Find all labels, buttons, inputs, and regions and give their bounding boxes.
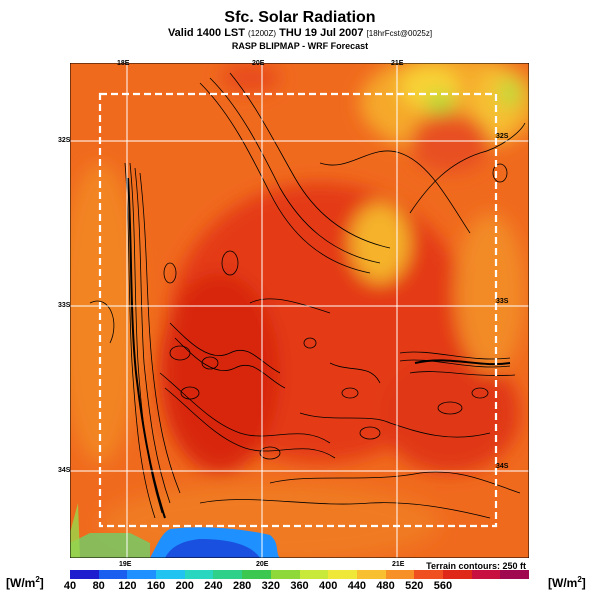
colorbar-swatch [156,570,185,579]
lon-label-top-3: 21E [391,60,404,67]
lon-label-bottom-2: 20E [256,561,269,568]
units-right: [W/m2] [548,575,586,590]
forecast-code: [18hrFcst@0025z] [366,29,433,38]
lon-label-bottom-3: 21E [392,561,405,568]
domain-boundary [98,92,498,528]
colorbar-swatch [98,570,128,579]
colorbar-swatch [471,570,501,579]
source-label: RASP BLIPMAP - WRF Forecast [231,41,369,51]
colorbar-swatch [299,570,329,579]
colorbar-tick-label: 320 [261,580,280,592]
lat-label-right-2: 33S [496,298,509,305]
ridge-lines [127,177,511,519]
units-left: [W/m2] [6,575,44,590]
solar-radiation-map [70,63,529,558]
valid-time: Valid 1400 LST [167,27,245,39]
colorbar-tick-label: 520 [405,580,424,592]
colorbar-tick-label: 560 [433,580,453,592]
map-subtitle: Valid 1400 LST (1200Z) THU 19 Jul 2007 [… [0,27,600,39]
colorbar-swatch [270,570,300,579]
map-title: Sfc. Solar Radiation [224,9,376,26]
colorbar-tick-label: 120 [118,580,137,592]
lat-label-left-3: 34S [58,467,71,474]
radiation-field [70,63,529,558]
colorbar-tick-label: 80 [92,580,105,592]
colorbar-swatch [500,570,529,579]
colorbar-swatch [385,570,415,579]
colorbar-tick-label: 200 [175,580,194,592]
colorbar [70,570,529,579]
lon-label-top-2: 20E [252,60,265,67]
lon-label-bottom-1: 19E [119,561,132,568]
terrain-contour-note: Terrain contours: 250 ft [426,561,526,571]
graticule [70,63,529,558]
colorbar-tick-label: 160 [146,580,166,592]
colorbar-tick-label: 480 [376,580,395,592]
valid-date: THU 19 Jul 2007 [279,27,364,39]
colorbar-swatch [414,570,443,579]
colorbar-swatch [127,570,157,579]
lat-label-right-3: 34S [496,463,509,470]
colorbar-tick-label: 240 [204,580,223,592]
lon-label-top-1: 18E [117,60,130,67]
colorbar-tick-label: 360 [290,580,309,592]
colorbar-swatch [184,570,214,579]
lat-label-right-1: 32S [496,133,509,140]
colorbar-swatch [328,570,357,579]
colorbar-tick-label: 440 [347,580,367,592]
valid-zulu: (1200Z) [248,29,277,38]
colorbar-swatch [70,570,99,579]
lat-label-left-1: 32S [58,137,71,144]
lat-label-left-2: 33S [58,302,71,309]
colorbar-swatch [213,570,243,579]
colorbar-swatch [356,570,386,579]
colorbar-tick-label: 400 [319,580,338,592]
colorbar-tick-label: 40 [63,580,77,592]
colorbar-tick-label: 280 [232,580,252,592]
colorbar-swatch [242,570,271,579]
colorbar-swatch [442,570,472,579]
